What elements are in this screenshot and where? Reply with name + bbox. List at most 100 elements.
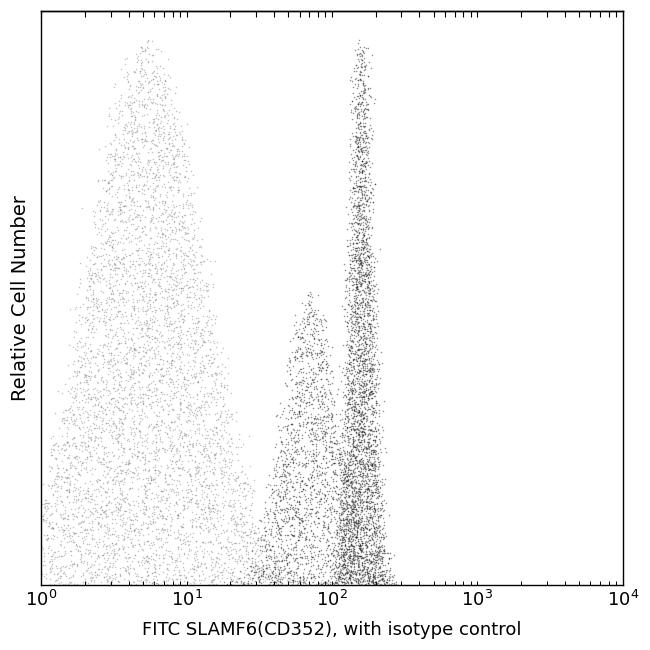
Point [361, 43, 372, 53]
Point [353, 144, 363, 155]
Point [190, 547, 200, 557]
Point [62, 510, 73, 521]
Point [162, 363, 172, 373]
Point [361, 149, 371, 159]
Point [274, 472, 285, 482]
Point [364, 454, 374, 465]
Point [185, 570, 196, 580]
Point [119, 225, 129, 235]
Point [115, 461, 125, 471]
Point [288, 530, 298, 541]
Point [202, 491, 212, 502]
Point [354, 410, 364, 421]
Point [309, 318, 319, 329]
Point [106, 421, 116, 431]
Point [311, 508, 321, 518]
Point [354, 575, 365, 585]
Point [88, 436, 99, 447]
Point [229, 554, 240, 564]
Point [348, 280, 358, 290]
Point [344, 460, 355, 470]
Point [309, 384, 319, 395]
Point [341, 479, 351, 489]
Point [294, 324, 304, 334]
Point [351, 171, 361, 181]
Point [358, 387, 368, 397]
Point [127, 413, 137, 423]
Point [148, 454, 158, 464]
Point [374, 532, 384, 542]
Point [298, 524, 309, 534]
Point [212, 500, 222, 510]
Point [150, 352, 160, 363]
Point [363, 393, 373, 403]
Point [352, 314, 362, 324]
Point [330, 558, 340, 569]
Point [330, 532, 340, 542]
Point [350, 490, 360, 501]
Point [72, 559, 82, 569]
Point [327, 571, 337, 582]
Point [371, 549, 382, 560]
Point [350, 423, 360, 434]
Point [211, 535, 221, 545]
Point [363, 515, 373, 525]
Point [371, 499, 382, 509]
Point [194, 478, 205, 489]
Point [338, 363, 348, 373]
Point [346, 403, 357, 413]
Point [324, 441, 335, 451]
Point [211, 400, 221, 410]
Point [336, 544, 346, 554]
Point [218, 421, 229, 431]
Point [140, 133, 150, 144]
Point [382, 574, 393, 584]
Point [85, 356, 96, 367]
Point [151, 389, 161, 400]
Point [354, 494, 364, 504]
Point [118, 424, 128, 434]
Point [341, 274, 351, 285]
Point [335, 498, 345, 508]
Point [112, 554, 122, 564]
Point [83, 409, 94, 419]
Point [367, 363, 378, 373]
Point [111, 144, 122, 155]
Point [324, 447, 335, 458]
Point [97, 495, 107, 506]
Point [359, 242, 370, 252]
Point [75, 410, 85, 420]
Point [122, 525, 132, 535]
Point [137, 166, 148, 176]
Point [367, 134, 377, 144]
Point [355, 539, 365, 549]
Point [296, 406, 307, 417]
Point [377, 552, 387, 562]
Point [103, 344, 113, 354]
Point [365, 489, 376, 499]
Point [178, 491, 188, 502]
Point [194, 405, 205, 415]
Point [335, 459, 346, 469]
Point [173, 337, 183, 348]
Point [309, 507, 320, 517]
Point [88, 276, 99, 286]
Point [287, 393, 297, 404]
Point [172, 307, 183, 318]
Point [366, 276, 376, 286]
Point [222, 438, 232, 448]
Point [90, 383, 100, 393]
Point [121, 268, 131, 278]
Point [69, 537, 79, 547]
Point [318, 522, 328, 532]
Point [171, 250, 181, 261]
Point [285, 449, 296, 460]
Point [137, 389, 148, 399]
Point [364, 367, 374, 377]
Point [111, 302, 122, 312]
Point [152, 147, 162, 157]
Point [355, 160, 365, 170]
Point [146, 331, 157, 341]
Point [268, 577, 278, 587]
Point [276, 523, 286, 534]
